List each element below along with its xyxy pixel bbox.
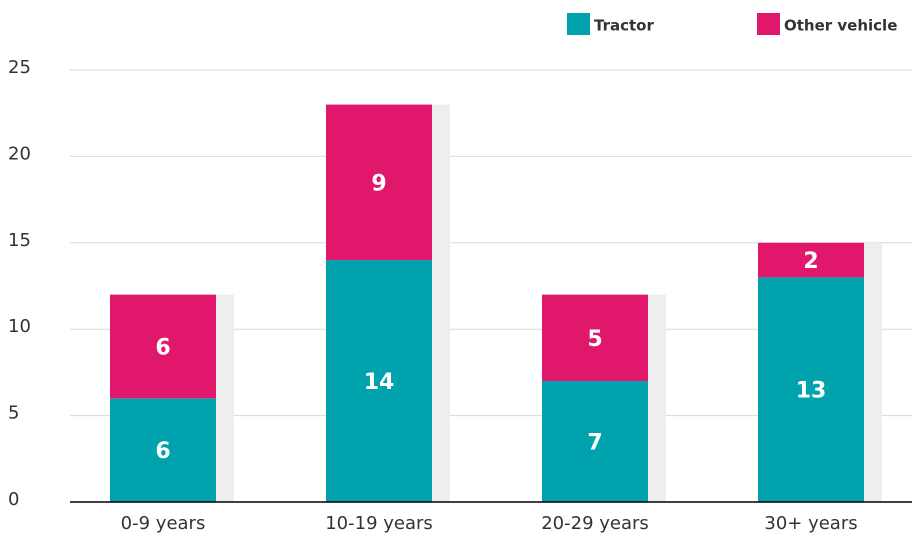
y-tick-label: 25 [8, 57, 31, 78]
data-label: 14 [364, 370, 395, 395]
data-label: 2 [803, 249, 818, 274]
y-tick-label: 0 [8, 489, 19, 510]
legend-swatch [757, 13, 780, 35]
y-tick-label: 5 [8, 403, 19, 424]
x-tick-label: 20-29 years [541, 513, 649, 534]
legend-label: Tractor [594, 17, 654, 35]
bar [110, 294, 216, 399]
y-tick-label: 15 [8, 230, 31, 251]
data-label: 6 [155, 439, 170, 464]
x-tick-label: 10-19 years [325, 513, 433, 534]
data-label: 13 [796, 379, 827, 404]
bar [542, 294, 648, 382]
data-label: 9 [371, 171, 386, 196]
x-tick-label: 30+ years [764, 513, 857, 534]
bar [758, 242, 864, 278]
legend-swatch [567, 13, 590, 35]
bar [326, 260, 432, 502]
y-tick-label: 10 [8, 316, 31, 337]
y-tick-label: 20 [8, 143, 31, 164]
bar [110, 398, 216, 502]
bar [326, 104, 432, 261]
data-label: 7 [587, 431, 602, 456]
data-label: 5 [587, 327, 602, 352]
data-label: 6 [155, 335, 170, 360]
bar [758, 277, 864, 502]
legend-label: Other vehicle [784, 17, 897, 35]
x-tick-label: 0-9 years [121, 513, 206, 534]
bar [542, 381, 648, 502]
